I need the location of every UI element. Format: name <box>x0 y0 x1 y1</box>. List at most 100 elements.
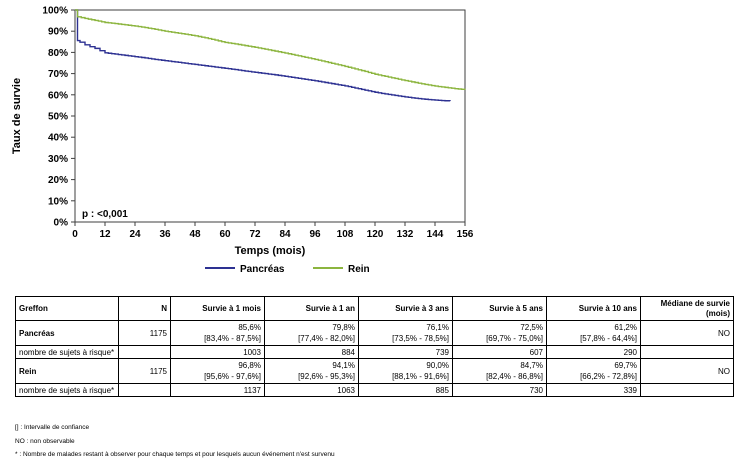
risk-count: 730 <box>452 383 547 397</box>
svg-text:156: 156 <box>457 229 474 240</box>
survival-cell: 72,5% [69,7% - 75,0%] <box>452 320 547 346</box>
risk-row-label: nombre de sujets à risque* <box>15 345 119 359</box>
empty-cell <box>640 383 734 397</box>
y-axis-ticks: 0% 10% 20% 30% 40% 50% 60% 70% 80% 90% 100% <box>42 6 75 229</box>
survival-cell: 85,6% [83,4% - 87,5%] <box>170 320 265 346</box>
header-survie-1an: Survie à 1 an <box>264 296 359 321</box>
footnote-risk: * : Nombre de malades restant à observer… <box>15 451 335 458</box>
legend-label-rein: Rein <box>348 264 370 275</box>
header-survie-1mois: Survie à 1 mois <box>170 296 265 321</box>
header-mediane: Médiane de survie (mois) <box>640 296 734 321</box>
footnotes: [] : Intervalle de confiance NO : non ob… <box>15 421 335 462</box>
table-row-pancreas: Pancréas 1175 85,6% [83,4% - 87,5%] 79,8… <box>15 320 734 346</box>
risk-count: 1137 <box>170 383 265 397</box>
risk-count: 1063 <box>264 383 359 397</box>
svg-text:40%: 40% <box>48 133 68 144</box>
survival-cell: 96,8% [95,6% - 97,6%] <box>170 358 265 384</box>
survival-value: 84,7% <box>520 361 543 370</box>
row-label: Pancréas <box>15 320 119 346</box>
risk-count: 339 <box>546 383 641 397</box>
legend: Pancréas Rein <box>205 264 370 275</box>
curve-pancreas <box>75 9 451 102</box>
mediane-cell: NO <box>640 320 734 346</box>
svg-text:0%: 0% <box>54 218 69 229</box>
svg-text:108: 108 <box>337 229 354 240</box>
survival-value: 85,6% <box>238 323 261 332</box>
svg-text:72: 72 <box>249 229 261 240</box>
survival-cell: 79,8% [77,4% - 82,0%] <box>264 320 359 346</box>
survival-cell: 61,2% [57,8% - 64,4%] <box>546 320 641 346</box>
confidence-interval: [77,4% - 82,0%] <box>298 334 355 343</box>
header-survie-10ans: Survie à 10 ans <box>546 296 641 321</box>
survival-value: 72,5% <box>520 323 543 332</box>
curve-rein <box>75 9 466 91</box>
svg-text:96: 96 <box>309 229 321 240</box>
risk-count: 290 <box>546 345 641 359</box>
empty-cell <box>118 383 171 397</box>
table-row-risk-pancreas: nombre de sujets à risque* 1003 884 739 … <box>15 345 734 359</box>
confidence-interval: [88,1% - 91,6%] <box>392 372 449 381</box>
x-axis-label: Temps (mois) <box>235 245 306 257</box>
survival-value: 79,8% <box>332 323 355 332</box>
survival-cell: 84,7% [82,4% - 86,8%] <box>452 358 547 384</box>
survival-results-table: Greffon N Survie à 1 mois Survie à 1 an … <box>15 296 734 397</box>
confidence-interval: [83,4% - 87,5%] <box>204 334 261 343</box>
header-survie-5ans: Survie à 5 ans <box>452 296 547 321</box>
risk-count: 607 <box>452 345 547 359</box>
confidence-interval: [69,7% - 75,0%] <box>486 334 543 343</box>
risk-count: 1003 <box>170 345 265 359</box>
survival-value: 61,2% <box>614 323 637 332</box>
svg-text:80%: 80% <box>48 48 68 59</box>
y-axis-label: Taux de survie <box>11 78 23 154</box>
survival-value: 94,1% <box>332 361 355 370</box>
n-cell: 1175 <box>118 358 171 384</box>
survival-value: 90,0% <box>426 361 449 370</box>
empty-cell <box>640 345 734 359</box>
confidence-interval: [92,6% - 95,3%] <box>298 372 355 381</box>
survival-value: 76,1% <box>426 323 449 332</box>
header-greffon: Greffon <box>15 296 119 321</box>
survival-cell: 69,7% [66,2% - 72,8%] <box>546 358 641 384</box>
svg-text:120: 120 <box>367 229 384 240</box>
legend-label-pancreas: Pancréas <box>240 264 285 275</box>
svg-text:144: 144 <box>427 229 444 240</box>
svg-text:24: 24 <box>129 229 141 240</box>
survival-chart: 0% 10% 20% 30% 40% 50% 60% 70% 80% 90% 100% 0 12 24 3… <box>0 0 480 292</box>
mediane-cell: NO <box>640 358 734 384</box>
risk-count: 885 <box>358 383 453 397</box>
svg-text:70%: 70% <box>48 69 68 80</box>
survival-chart-svg: 0% 10% 20% 30% 40% 50% 60% 70% 80% 90% 100% 0 12 24 3… <box>11 6 474 276</box>
survival-value: 69,7% <box>614 361 637 370</box>
confidence-interval: [73,5% - 78,5%] <box>392 334 449 343</box>
survival-cell: 90,0% [88,1% - 91,6%] <box>358 358 453 384</box>
confidence-interval: [95,6% - 97,6%] <box>204 372 261 381</box>
confidence-interval: [57,8% - 64,4%] <box>580 334 637 343</box>
svg-text:84: 84 <box>279 229 291 240</box>
row-label: Rein <box>15 358 119 384</box>
svg-text:90%: 90% <box>48 27 68 38</box>
footnote-confidence-interval: [] : Intervalle de confiance <box>15 424 90 431</box>
p-value-annotation: p : <0,001 <box>82 209 128 220</box>
empty-cell <box>118 345 171 359</box>
svg-text:10%: 10% <box>48 196 68 207</box>
svg-text:30%: 30% <box>48 154 68 165</box>
table-row-rein: Rein 1175 96,8% [95,6% - 97,6%] 94,1% [9… <box>15 358 734 384</box>
survival-cell: 76,1% [73,5% - 78,5%] <box>358 320 453 346</box>
header-n: N <box>118 296 171 321</box>
header-survie-3ans: Survie à 3 ans <box>358 296 453 321</box>
svg-text:60%: 60% <box>48 90 68 101</box>
risk-count: 884 <box>264 345 359 359</box>
svg-text:20%: 20% <box>48 175 68 186</box>
plot-area-border <box>74 9 466 223</box>
x-axis-ticks: 0 12 24 36 48 60 72 84 96 108 120 132 144 156 <box>72 222 474 240</box>
table-row-risk-rein: nombre de sujets à risque* 1137 1063 885… <box>15 383 734 397</box>
risk-row-label: nombre de sujets à risque* <box>15 383 119 397</box>
svg-text:60: 60 <box>219 229 231 240</box>
table-header-row: Greffon N Survie à 1 mois Survie à 1 an … <box>15 296 734 321</box>
footnote-no: NO : non observable <box>15 437 75 445</box>
svg-text:48: 48 <box>189 229 201 240</box>
n-cell: 1175 <box>118 320 171 346</box>
svg-text:50%: 50% <box>48 112 68 123</box>
svg-text:0: 0 <box>72 229 78 240</box>
svg-text:132: 132 <box>397 229 414 240</box>
